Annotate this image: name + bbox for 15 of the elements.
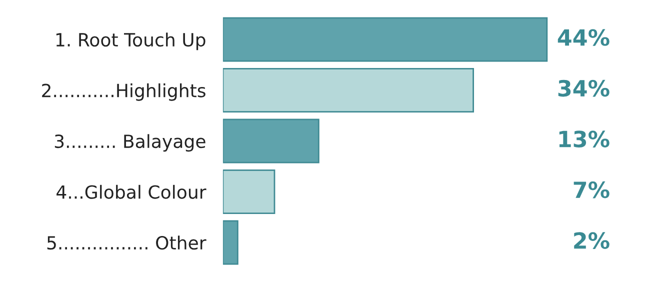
y-tick-label: 1. Root Touch Up: [56, 32, 206, 50]
bar: [222, 220, 238, 265]
bar: [222, 68, 474, 113]
bar: [222, 17, 548, 62]
bar: [222, 118, 320, 164]
data-label: 34%: [558, 80, 610, 97]
y-tick-label: 4...Global Colour: [56, 184, 206, 199]
data-label: 2%: [574, 232, 610, 249]
data-label: 13%: [559, 130, 610, 148]
data-label: 44%: [558, 29, 610, 46]
data-label: 7%: [574, 181, 610, 198]
y-tick-label: 2...........Highlights: [42, 83, 206, 101]
y-tick-label: 5................ Other: [47, 236, 206, 250]
bar: [222, 169, 276, 214]
y-tick-label: 3......... Balayage: [54, 134, 206, 152]
